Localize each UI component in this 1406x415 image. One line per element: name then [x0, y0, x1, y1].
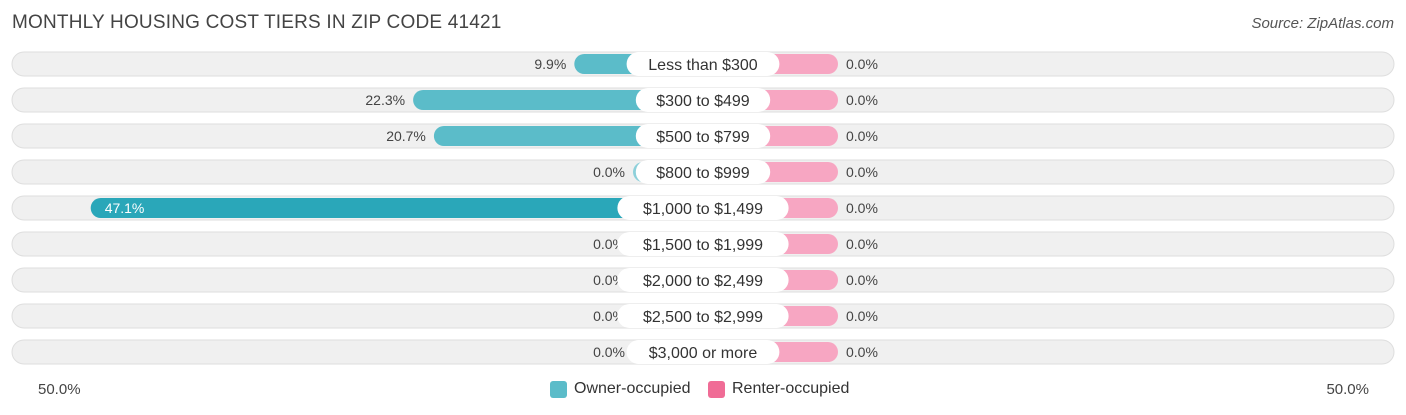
legend-label-owner: Owner-occupied	[574, 380, 691, 397]
category-label: $300 to $499	[656, 93, 750, 110]
owner-value-label: 22.3%	[365, 92, 405, 108]
category-label: $1,000 to $1,499	[643, 201, 763, 218]
owner-value-label: 0.0%	[593, 308, 625, 324]
category-label: $3,000 or more	[649, 345, 758, 362]
legend-swatch-owner	[550, 380, 567, 398]
category-label: Less than $300	[648, 57, 758, 74]
renter-value-label: 0.0%	[846, 308, 878, 324]
category-pill	[635, 124, 771, 148]
legend-item-renter: Renter-occupied	[708, 380, 849, 398]
owner-value-label: 0.0%	[593, 344, 625, 360]
owner-bar	[90, 198, 703, 218]
owner-bar	[413, 90, 703, 110]
category-label: $1,500 to $1,999	[643, 237, 763, 254]
chart-title: MONTHLY HOUSING COST TIERS IN ZIP CODE 4…	[12, 12, 502, 33]
renter-value-label: 0.0%	[846, 236, 878, 252]
legend-label-renter: Renter-occupied	[732, 380, 850, 397]
legend-swatch-renter	[708, 380, 725, 398]
owner-value-label: 9.9%	[534, 56, 566, 72]
owner-value-label: 20.7%	[386, 128, 426, 144]
category-pill	[617, 268, 789, 292]
renter-value-label: 0.0%	[846, 56, 878, 72]
axis-left-label: 50.0%	[38, 381, 81, 398]
axis-right-label: 50.0%	[1326, 381, 1369, 398]
category-pill	[626, 52, 780, 76]
category-pill	[617, 196, 789, 220]
owner-value-label: 0.0%	[593, 236, 625, 252]
owner-value-label: 0.0%	[593, 272, 625, 288]
owner-value-label: 47.1%	[105, 200, 145, 216]
chart-canvas: 9.9% 0.0% Less than $300 22.3% 0.0% $300 to $…	[11, 51, 1395, 365]
owner-bar	[433, 126, 703, 146]
renter-value-label: 0.0%	[846, 164, 878, 180]
category-pill	[626, 340, 780, 364]
category-label: $2,000 to $2,499	[643, 273, 763, 290]
category-label: $500 to $799	[656, 129, 750, 146]
category-label: $800 to $999	[656, 165, 750, 182]
owner-value-label: 0.0%	[593, 164, 625, 180]
category-pill	[635, 88, 771, 112]
legend: Owner-occupied Renter-occupied	[0, 380, 1406, 400]
renter-value-label: 0.0%	[846, 272, 878, 288]
renter-value-label: 0.0%	[846, 128, 878, 144]
source-label: Source: ZipAtlas.com	[1251, 15, 1394, 32]
legend-item-owner: Owner-occupied	[550, 380, 691, 398]
renter-value-label: 0.0%	[846, 344, 878, 360]
category-pill	[617, 232, 789, 256]
category-pill	[617, 304, 789, 328]
renter-value-label: 0.0%	[846, 200, 878, 216]
category-pill	[635, 160, 771, 184]
category-label: $2,500 to $2,999	[643, 309, 763, 326]
renter-value-label: 0.0%	[846, 92, 878, 108]
